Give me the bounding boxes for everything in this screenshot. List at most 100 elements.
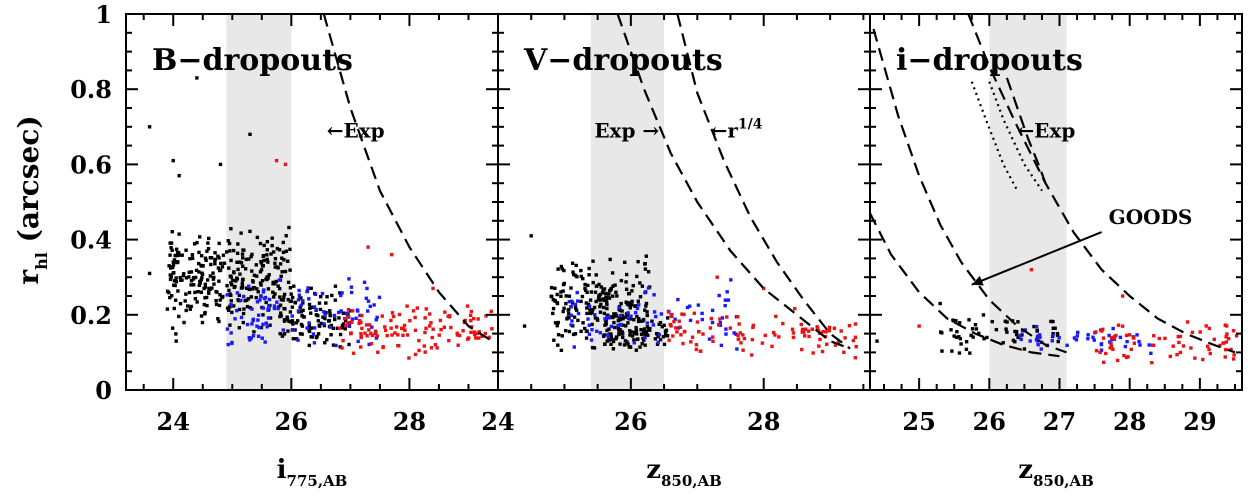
scatter-point-red	[810, 327, 814, 332]
scatter-point-black	[1020, 333, 1024, 337]
scatter-point-black	[290, 295, 295, 300]
scatter-point-black	[964, 340, 969, 344]
scatter-point-black	[203, 256, 208, 260]
scatter-point-black	[228, 274, 233, 278]
scatter-point-red	[390, 252, 394, 257]
scatter-point-black	[214, 298, 218, 303]
scatter-point-black	[623, 260, 627, 265]
scatter-point-blue	[1051, 333, 1055, 338]
scatter-point-black	[556, 267, 560, 271]
scatter-point-black	[206, 241, 210, 245]
scatter-point-black	[234, 279, 238, 283]
scatter-point-black	[613, 325, 617, 330]
scatter-point-black	[269, 252, 273, 256]
scatter-point-black	[316, 332, 321, 336]
y-tick-label: 0	[95, 376, 112, 405]
scatter-point-black	[644, 301, 649, 306]
scatter-point-red	[817, 344, 821, 348]
scatter-point-black	[595, 317, 599, 321]
scatter-point-black	[273, 265, 277, 269]
scatter-point-black	[571, 270, 575, 274]
scatter-point-black	[333, 317, 337, 322]
scatter-point-black	[608, 288, 612, 293]
goods-arrow-head	[971, 275, 984, 286]
scatter-point-black	[614, 314, 619, 318]
scatter-point-red	[346, 321, 350, 325]
scatter-point-black	[585, 290, 589, 295]
scatter-point-red	[738, 331, 743, 335]
scatter-point-blue	[1118, 335, 1123, 340]
scatter-point-black	[300, 313, 304, 318]
scatter-point-blue	[256, 334, 261, 338]
scatter-point-black	[171, 158, 175, 163]
scatter-point-black	[328, 309, 332, 313]
scatter-point-black	[193, 296, 198, 301]
scatter-point-black	[598, 292, 603, 297]
scatter-point-black	[270, 243, 274, 248]
scatter-point-black	[171, 265, 175, 270]
scatter-point-black	[1056, 339, 1060, 344]
scatter-point-black	[189, 270, 194, 274]
scatter-point-blue	[635, 306, 640, 311]
scatter-point-black	[286, 329, 290, 333]
y-tick-label: 0.8	[70, 75, 112, 104]
y-axis-label-subscript: hl	[32, 252, 51, 270]
scatter-point-red	[347, 314, 351, 319]
scatter-point-blue	[272, 304, 277, 308]
scatter-point-black	[954, 319, 958, 323]
scatter-point-black	[307, 325, 312, 329]
scatter-point-black	[602, 311, 607, 316]
scatter-point-red	[749, 353, 754, 357]
scatter-point-black	[213, 262, 217, 266]
scatter-point-red	[853, 322, 858, 326]
scatter-point-black	[645, 313, 649, 318]
scatter-point-red	[1111, 347, 1115, 352]
scatter-point-blue	[264, 321, 268, 325]
scatter-point-black	[1013, 329, 1017, 334]
scatter-point-black	[588, 311, 593, 316]
scatter-point-red	[728, 326, 733, 330]
scatter-point-black	[261, 254, 265, 259]
scatter-point-black	[267, 273, 271, 277]
scatter-point-black	[283, 269, 288, 274]
scatter-point-blue	[1110, 337, 1114, 342]
scatter-point-red	[1225, 332, 1229, 336]
goods-arrow-line	[971, 231, 1102, 286]
scatter-point-black	[273, 261, 277, 265]
scatter-point-red	[741, 333, 745, 337]
scatter-point-black	[262, 243, 266, 248]
scatter-point-blue	[734, 332, 738, 336]
scatter-point-black	[598, 304, 602, 309]
scatter-point-black	[255, 235, 260, 240]
scatter-point-blue	[229, 331, 233, 335]
scatter-point-red	[1122, 353, 1126, 358]
scatter-point-blue	[729, 278, 733, 282]
scatter-point-black	[274, 279, 278, 284]
scatter-point-black	[636, 319, 641, 324]
scatter-point-blue	[1108, 340, 1112, 344]
scatter-point-black	[266, 287, 271, 291]
scatter-point-black	[261, 263, 265, 268]
scatter-point-red	[439, 327, 443, 332]
scatter-point-blue	[1036, 343, 1040, 347]
scatter-point-red	[1207, 326, 1212, 331]
scatter-point-blue	[636, 303, 641, 307]
scatter-point-black	[612, 312, 616, 316]
scatter-point-blue	[299, 303, 303, 307]
scatter-point-black	[613, 283, 617, 287]
scatter-point-black	[624, 272, 629, 277]
scatter-point-black	[322, 323, 327, 328]
scatter-point-blue	[305, 289, 309, 294]
scatter-point-red	[815, 326, 820, 331]
scatter-point-black	[229, 281, 233, 285]
scatter-point-red	[1109, 345, 1114, 349]
scatter-point-black	[187, 275, 191, 279]
dashed-curve	[616, 14, 851, 350]
scatter-point-black	[268, 323, 272, 327]
scatter-point-black	[167, 264, 171, 268]
scatter-point-red	[405, 304, 409, 308]
scatter-point-black	[186, 304, 190, 308]
scatter-point-black	[200, 320, 205, 325]
scatter-point-black	[218, 293, 222, 297]
